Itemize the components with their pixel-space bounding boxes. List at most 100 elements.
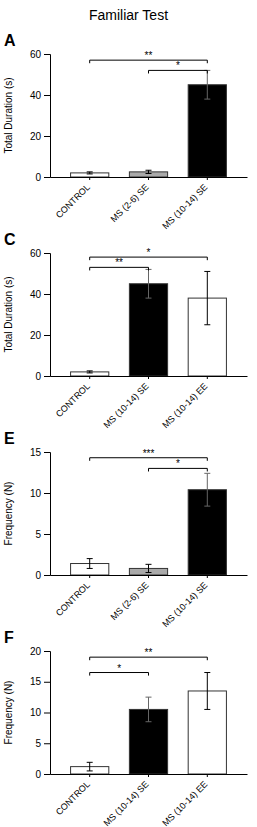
- panel: 0 20 40 60 CONTROL MS (2-6) SEMS (10-14) SE To…: [3, 32, 248, 231]
- tick-label: 5: [35, 529, 41, 540]
- tick-label: 20: [30, 131, 42, 142]
- x-axis: CONTROL MS (10-14) SEMS (10-14) EE: [51, 376, 248, 430]
- tick-mark: [44, 253, 50, 254]
- tick: MS (2-6) SE: [109, 575, 151, 622]
- tick-mark: [207, 177, 208, 180]
- tick-label: 20: [30, 330, 42, 341]
- tick-label: MS (10-14) SE: [160, 182, 209, 231]
- error-bar: [87, 559, 93, 569]
- axis-title: Frequency (N): [3, 681, 14, 745]
- tick: 0: [35, 172, 50, 183]
- tick-label: MS (10-14) EE: [160, 779, 209, 827]
- tick-label: 60: [30, 49, 42, 60]
- tick-mark: [44, 294, 50, 295]
- annotation: *: [117, 663, 121, 674]
- error-bar: [146, 170, 152, 173]
- axis-line: [44, 254, 51, 377]
- tick-mark: [44, 713, 50, 714]
- axis-line: [44, 55, 51, 178]
- tick: 10: [30, 707, 50, 718]
- tick: 0: [35, 570, 50, 581]
- error-bar: [87, 371, 93, 373]
- tick-label: 15: [30, 676, 42, 687]
- plot-area: [71, 673, 227, 774]
- tick: CONTROL: [54, 177, 92, 220]
- panel: 0 20 40 60 CONTROL MS (10-14) SEMS (10-14) EE…: [3, 231, 248, 430]
- tick-label: 0: [35, 570, 41, 581]
- error-bar: [204, 673, 210, 710]
- plot-area: [71, 70, 227, 177]
- tick-mark: [44, 493, 50, 494]
- tick-label: 15: [30, 447, 42, 458]
- tick-mark: [89, 177, 90, 180]
- tick-mark: [148, 575, 149, 578]
- panel-title: C: [4, 231, 16, 248]
- tick-label: 0: [35, 172, 41, 183]
- tick-label: MS (2-6) SE: [109, 182, 151, 224]
- tick-mark: [44, 651, 50, 652]
- tick: CONTROL: [54, 575, 92, 618]
- tick-label: 60: [30, 248, 42, 259]
- tick-mark: [207, 575, 208, 578]
- y-axis: 051015: [30, 447, 51, 581]
- error-bar: [204, 473, 210, 506]
- tick: 0: [35, 769, 50, 780]
- tick-label: CONTROL: [54, 381, 92, 419]
- tick-label: MS (10-14) SE: [102, 381, 151, 430]
- plot-area: [71, 473, 227, 575]
- tick-mark: [44, 177, 50, 178]
- chart: Familiar Test0204060CONTROLMS (2-6) SEMS…: [0, 0, 257, 827]
- tick: 60: [30, 49, 50, 60]
- tick-mark: [44, 95, 50, 96]
- axis-line: [44, 453, 51, 576]
- tick-label: CONTROL: [54, 779, 92, 817]
- tick-mark: [44, 575, 50, 576]
- tick-mark: [44, 682, 50, 683]
- tick: MS (10-14) EE: [160, 774, 209, 827]
- error-bar: [87, 762, 93, 771]
- tick: MS (10-14) SE: [160, 177, 209, 231]
- axis-title: Frequency (N): [3, 482, 14, 546]
- tick: 40: [30, 90, 50, 101]
- tick: 20: [30, 330, 50, 341]
- tick-label: 40: [30, 289, 42, 300]
- axis-title: Total Duration (s): [3, 77, 14, 153]
- tick: 0: [35, 371, 50, 382]
- annotation: ***: [143, 448, 155, 459]
- tick: MS (10-14) EE: [160, 376, 209, 430]
- x-axis: CONTROL MS (10-14) SEMS (10-14) EE: [51, 774, 248, 827]
- tick: 5: [35, 529, 50, 540]
- tick-mark: [44, 136, 50, 137]
- annotation: *: [147, 247, 151, 258]
- x-axis: CONTROL MS (2-6) SEMS (10-14) SE: [51, 177, 248, 231]
- axis-line: [44, 652, 51, 775]
- tick-label: 40: [30, 90, 42, 101]
- tick-label: MS (10-14) SE: [102, 779, 151, 827]
- tick-mark: [148, 177, 149, 180]
- tick-label: MS (10-14) EE: [160, 381, 209, 430]
- error-bar: [146, 564, 152, 572]
- error-bar: [146, 697, 152, 722]
- tick-mark: [89, 376, 90, 379]
- panel-title: F: [4, 629, 14, 646]
- panel-title: E: [4, 430, 15, 447]
- figure-title: Familiar Test: [89, 7, 168, 23]
- tick-label: 10: [30, 707, 42, 718]
- tick-label: 0: [35, 371, 41, 382]
- plot-area: [71, 269, 227, 376]
- tick-mark: [44, 452, 50, 453]
- error-bar: [204, 70, 210, 99]
- tick: 20: [30, 646, 50, 657]
- tick: 20: [30, 131, 50, 142]
- tick: CONTROL: [54, 376, 92, 419]
- tick: 15: [30, 447, 50, 458]
- tick: 40: [30, 289, 50, 300]
- annotation: *: [176, 458, 180, 469]
- tick-label: 20: [30, 646, 42, 657]
- tick-mark: [207, 774, 208, 777]
- tick-label: 0: [35, 769, 41, 780]
- panel: 0 5 10 15 20 CONTROL MS (10-14) SEMS (10-14) E…: [3, 629, 248, 827]
- tick-mark: [44, 335, 50, 336]
- tick: 5: [35, 738, 50, 749]
- annotation: **: [145, 50, 153, 61]
